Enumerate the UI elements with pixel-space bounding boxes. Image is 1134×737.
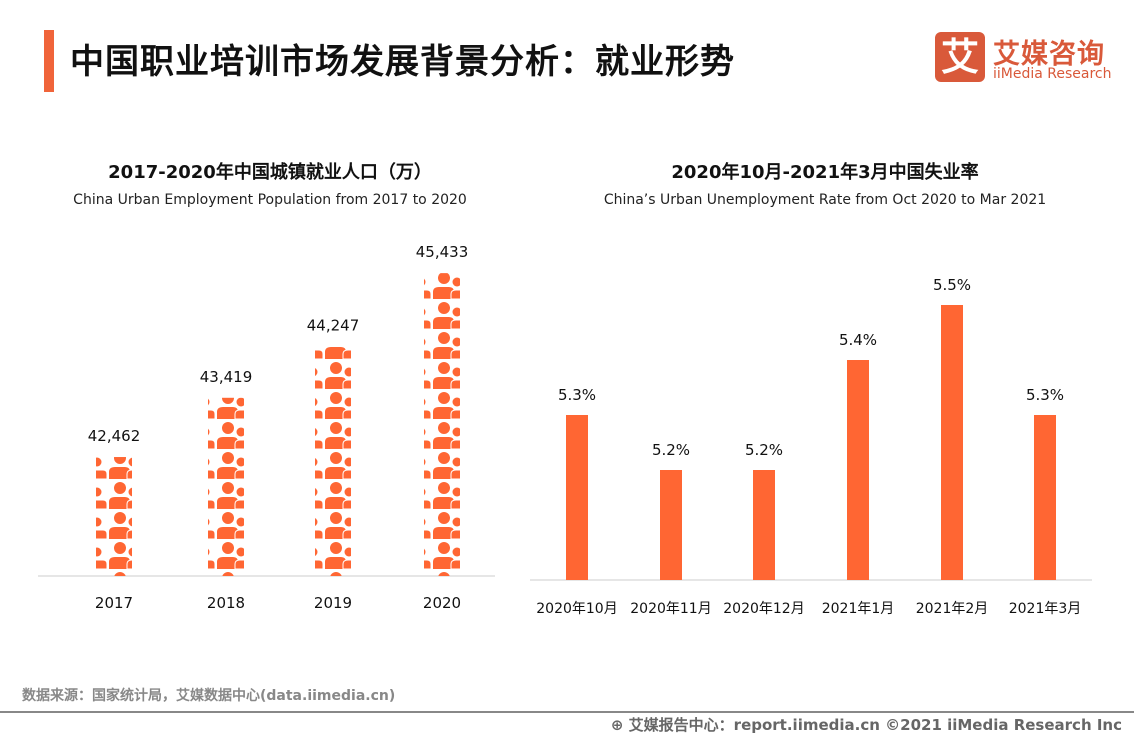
footer-divider (0, 711, 1134, 713)
data-label: 43,419 (200, 368, 253, 386)
chart1-title: 2017-2020年中国城镇就业人口（万） (108, 162, 432, 183)
logo-cn: 艾媒咨询 (993, 39, 1105, 70)
bar-2021年2月 (941, 305, 963, 580)
data-label: 5.3% (1026, 386, 1064, 404)
bar-2020年10月 (566, 415, 588, 580)
chart2-subtitle: China’s Urban Unemployment Rate from Oct… (603, 192, 1047, 208)
chart1-subtitle: China Urban Employment Population from 2… (73, 192, 467, 208)
data-label: 5.3% (558, 386, 596, 404)
x-tick-label: 2019 (314, 594, 352, 612)
bar-2018 (208, 397, 244, 576)
bar-2019 (315, 346, 351, 576)
chart2-title: 2020年10月-2021年3月中国失业率 (671, 162, 979, 183)
x-tick-label: 2020年11月 (630, 601, 711, 617)
x-tick-label: 2020年12月 (723, 601, 804, 617)
logo-mark: 艾 (935, 32, 985, 82)
x-tick-label: 2020年10月 (536, 601, 617, 617)
title-accent-bar (44, 30, 54, 92)
bar-2020年12月 (753, 470, 775, 580)
bar-2021年1月 (847, 360, 869, 580)
data-label: 45,433 (416, 243, 469, 261)
bar-2020 (424, 273, 460, 576)
x-tick-label: 2017 (95, 594, 133, 612)
x-tick-label: 2021年1月 (822, 601, 895, 617)
footer-text: 艾媒报告中心：report.iimedia.cn ©2021 iiMedia R… (628, 716, 1122, 734)
page-title: 中国职业培训市场发展背景分析：就业形势 (70, 42, 735, 82)
source-note: 数据来源：国家统计局，艾媒数据中心(data.iimedia.cn) (22, 688, 396, 704)
bar-2020年11月 (660, 470, 682, 580)
logo-en: iiMedia Research (993, 66, 1112, 82)
globe-icon: ⊕ (610, 716, 629, 734)
x-tick-label: 2018 (207, 594, 245, 612)
data-label: 42,462 (88, 427, 141, 445)
x-tick-label: 2020 (423, 594, 461, 612)
footer-credit: ⊕ 艾媒报告中心：report.iimedia.cn ©2021 iiMedia… (611, 714, 1122, 735)
data-label: 5.4% (839, 331, 877, 349)
data-label: 44,247 (307, 317, 360, 335)
bar-2017 (96, 457, 132, 576)
bar-2021年3月 (1034, 415, 1056, 580)
data-label: 5.5% (933, 276, 971, 294)
data-label: 5.2% (652, 441, 690, 459)
x-tick-label: 2021年2月 (916, 601, 989, 617)
x-tick-label: 2021年3月 (1009, 601, 1082, 617)
data-label: 5.2% (745, 441, 783, 459)
